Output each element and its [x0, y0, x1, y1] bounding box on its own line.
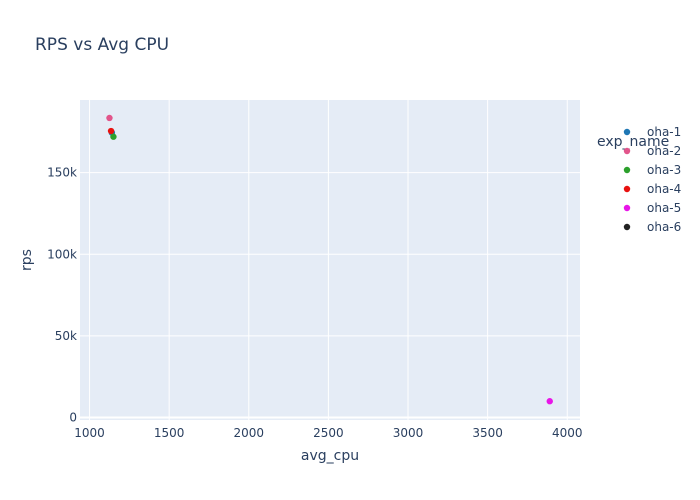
y-tick-label: 0 — [69, 411, 77, 425]
y-tick-label: 50k — [55, 329, 77, 343]
legend-marker — [623, 204, 631, 212]
y-gridlines — [80, 172, 580, 419]
x-axis-title: avg_cpu — [301, 448, 359, 464]
legend-item-oha-2[interactable]: oha-2 — [623, 144, 681, 158]
legend-marker — [623, 128, 631, 136]
legend[interactable]: oha-1 oha-2 oha-3 oha-4 oha-5 oha-6 — [623, 125, 681, 234]
x-tick-label: 2500 — [313, 426, 344, 440]
legend-label: oha-2 — [647, 144, 681, 158]
data-points — [106, 114, 553, 405]
legend-label: oha-6 — [647, 220, 681, 234]
plot-area — [80, 100, 580, 420]
legend-label: oha-4 — [647, 182, 681, 196]
legend-marker — [623, 166, 631, 174]
y-tick-label: 150k — [47, 166, 77, 180]
legend-item-oha-5[interactable]: oha-5 — [623, 201, 681, 215]
x-tick-label: 1000 — [74, 426, 105, 440]
y-tick-label: 100k — [47, 247, 77, 261]
data-point-oha-2[interactable] — [106, 114, 113, 122]
y-axis-title: rps — [19, 249, 35, 271]
legend-title: exp_name — [597, 134, 669, 150]
x-tick-label: 2000 — [234, 426, 265, 440]
x-tick-labels: 1000 1500 2000 2500 3000 3500 4000 — [74, 426, 582, 440]
x-tick-label: 4000 — [552, 426, 583, 440]
data-point-oha-5[interactable] — [546, 398, 553, 405]
legend-label: oha-3 — [647, 163, 681, 177]
legend-item-oha-6[interactable]: oha-6 — [623, 220, 681, 234]
x-tick-label: 3500 — [472, 426, 503, 440]
x-tick-label: 1500 — [154, 426, 185, 440]
legend-label: oha-1 — [647, 125, 681, 139]
legend-marker — [623, 147, 631, 155]
x-gridlines — [89, 100, 568, 420]
legend-label: oha-5 — [647, 201, 681, 215]
data-point-oha-4[interactable] — [107, 127, 115, 135]
legend-item-oha-3[interactable]: oha-3 — [623, 163, 681, 177]
y-tick-labels: 0 50k 100k 150k — [47, 166, 77, 425]
legend-marker — [623, 223, 631, 231]
legend-marker — [623, 185, 631, 193]
chart-title: RPS vs Avg CPU — [35, 35, 169, 55]
legend-item-oha-1[interactable]: oha-1 — [623, 125, 681, 139]
x-tick-label: 3000 — [393, 426, 424, 440]
legend-item-oha-4[interactable]: oha-4 — [623, 182, 681, 196]
data-point-oha-3[interactable] — [110, 133, 117, 140]
